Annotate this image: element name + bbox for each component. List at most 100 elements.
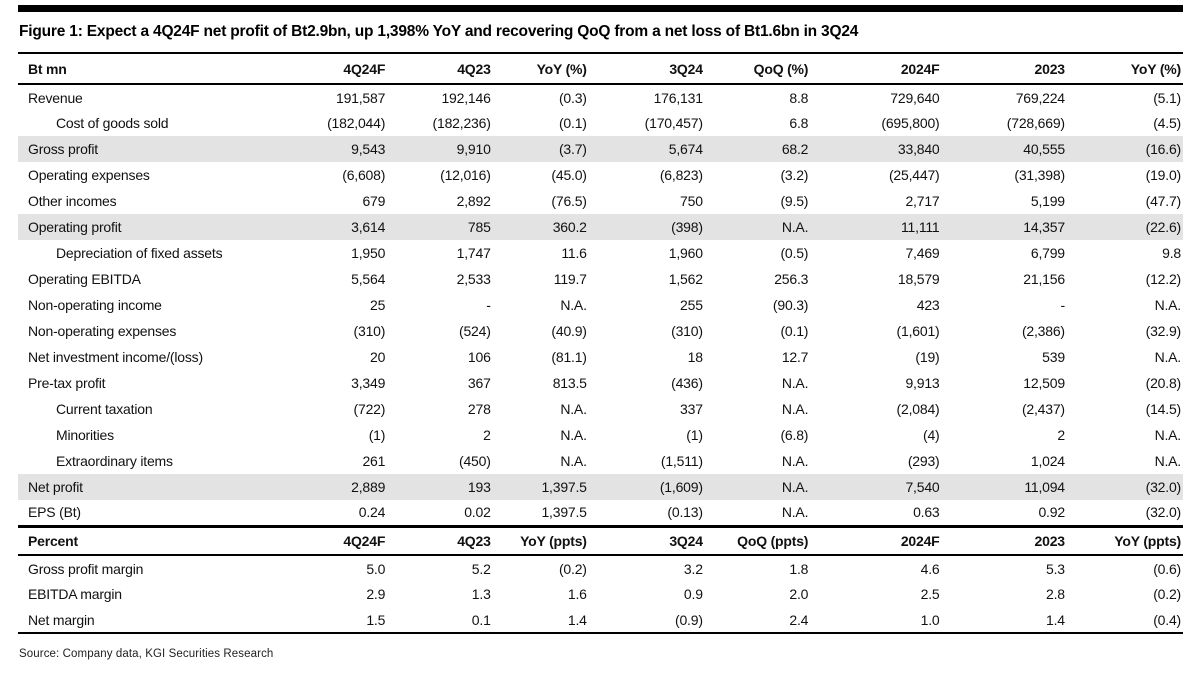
cell-value: N.A.: [1154, 427, 1182, 443]
cell-value: 0.02: [464, 504, 491, 521]
cell-value: N.A.: [1154, 349, 1182, 365]
cell-value: 0.24: [358, 504, 386, 521]
cell-value: 1.5: [366, 611, 386, 628]
cell-value: 2,889: [296, 474, 388, 500]
row-label: Net margin: [28, 611, 95, 628]
table-row: Gross profit 9,543 9,910 (3.7) 5,674 68.2 33,8…: [18, 136, 1183, 162]
cell-value: (728,669): [1006, 115, 1065, 131]
table-row: EBITDA margin 2.9 1.3 1.6 0.9 2.0 2.5 2.8 (0.2): [18, 581, 1183, 607]
cell-value: 1,950: [351, 245, 386, 261]
cell-value: (4.5): [1153, 115, 1181, 131]
cell-value: 423: [916, 297, 940, 313]
row-label: Other incomes: [28, 193, 117, 209]
cell-value: (0.13): [667, 504, 703, 521]
cell-value: 0.92: [1038, 504, 1065, 521]
cell-value: N.A.: [1154, 453, 1182, 469]
cell-value: (19.0): [1145, 167, 1182, 183]
cell-value: (0.1): [558, 115, 587, 131]
cell-value: 18: [687, 349, 703, 365]
cell-value: 9.8: [1162, 245, 1181, 261]
cell-value: 337: [680, 401, 703, 417]
row-label: Cost of goods sold: [56, 115, 169, 131]
cell-value: (32.0): [1066, 474, 1183, 500]
cell-value: 12.7: [781, 349, 809, 365]
cell-value: (0.2): [558, 560, 587, 577]
cell-value: (6,823): [659, 167, 703, 183]
table-row: EPS (Bt) 0.24 0.02 1,397.5 (0.13) N.A. 0.63 0.9…: [18, 500, 1183, 526]
row-label: Operating profit: [18, 214, 297, 240]
table-row: Depreciation of fixed assets 1,950 1,747 11…: [18, 240, 1183, 266]
table-row: Cost of goods sold (182,044) (182,236) (0.1…: [18, 110, 1183, 136]
cell-value: 2: [1057, 427, 1065, 443]
cell-value: 1,562: [668, 271, 703, 287]
cell-value: 40,555: [941, 136, 1067, 162]
row-label: Operating EBITDA: [28, 271, 141, 287]
financial-table: Bt mn 4Q24F 4Q23 YoY (%) 3Q24 QoQ (%) 2024F 202…: [18, 54, 1183, 634]
cell-value: (398): [588, 214, 705, 240]
cell-value: 18,579: [897, 271, 940, 287]
column-header: 3Q24: [588, 54, 705, 85]
cell-value: 7,469: [905, 245, 940, 261]
row-label: Gross profit margin: [28, 560, 144, 577]
row-label: Revenue: [28, 89, 83, 106]
cell-value: 539: [1042, 349, 1065, 365]
cell-value: (12.2): [1145, 271, 1182, 287]
cell-value: 1,024: [1030, 453, 1065, 469]
cell-value: 2.5: [920, 586, 940, 602]
row-label: Minorities: [56, 427, 114, 443]
cell-value: 5,199: [1030, 193, 1065, 209]
section-header-row: Bt mn 4Q24F 4Q23 YoY (%) 3Q24 QoQ (%) 2024F 202…: [18, 54, 1183, 85]
cell-value: (0.9): [675, 611, 703, 628]
cell-value: (90.3): [772, 297, 809, 313]
cell-value: 9,910: [387, 136, 493, 162]
cell-value: 3.2: [683, 560, 703, 577]
figure-title: Figure 1: Expect a 4Q24F net profit of B…: [18, 21, 1183, 54]
cell-value: 7,540: [810, 474, 942, 500]
table-row: Operating expenses (6,608) (12,016) (45.0) (…: [18, 162, 1183, 188]
cell-value: 2,533: [456, 271, 491, 287]
table-row: Extraordinary items 261 (450) N.A. (1,511) N.…: [18, 448, 1183, 474]
column-header: QoQ (%): [704, 54, 811, 85]
cell-value: 4.6: [920, 560, 940, 577]
cell-value: (0.1): [780, 323, 809, 339]
row-label: Extraordinary items: [56, 453, 173, 469]
cell-value: 1,747: [456, 245, 491, 261]
cell-value: N.A.: [781, 504, 809, 521]
row-label: Net profit: [18, 474, 297, 500]
cell-value: (3.7): [492, 136, 589, 162]
cell-value: (40.9): [551, 323, 587, 339]
cell-value: (1,609): [588, 474, 705, 500]
column-header: QoQ (ppts): [704, 524, 811, 556]
table-row: Minorities (1) 2 N.A. (1) (6.8) (4) 2 N.A.: [18, 422, 1183, 448]
cell-value: (9.5): [780, 193, 809, 209]
table-row: Current taxation (722) 278 N.A. 337 N.A. (2,08…: [18, 396, 1183, 422]
cell-value: (1): [368, 427, 386, 443]
cell-value: (3.2): [780, 167, 809, 183]
table-row: Revenue 191,587 192,146 (0.3) 176,131 8.8 729,…: [18, 84, 1183, 110]
row-label: Non-operating income: [28, 297, 162, 313]
cell-value: 255: [680, 297, 703, 313]
column-header: 4Q24F: [296, 524, 388, 556]
cell-value: 1.4: [567, 611, 587, 628]
cell-value: 9,543: [296, 136, 388, 162]
cell-value: (1,601): [896, 323, 940, 339]
table-row: Non-operating expenses (310) (524) (40.9) (3…: [18, 318, 1183, 344]
cell-value: 9,913: [905, 375, 940, 391]
cell-value: (45.0): [551, 167, 587, 183]
cell-value: 5.3: [1046, 560, 1065, 577]
cell-value: 1,397.5: [492, 474, 589, 500]
row-label: Non-operating expenses: [28, 323, 177, 339]
cell-value: 0.63: [913, 504, 940, 521]
cell-value: 2: [483, 427, 491, 443]
table-row: Pre-tax profit 3,349 367 813.5 (436) N.A. 9,91…: [18, 370, 1183, 396]
cell-value: 8.8: [789, 89, 809, 106]
cell-value: 25: [370, 297, 386, 313]
cell-value: 191,587: [335, 89, 386, 106]
cell-value: 750: [680, 193, 703, 209]
cell-value: N.A.: [704, 214, 811, 240]
table-row: Gross profit margin 5.0 5.2 (0.2) 3.2 1.8 4.6 5…: [18, 555, 1183, 581]
cell-value: (32.9): [1145, 323, 1182, 339]
column-header: YoY (%): [1066, 54, 1183, 85]
cell-value: N.A.: [560, 427, 587, 443]
cell-value: N.A.: [560, 297, 587, 313]
